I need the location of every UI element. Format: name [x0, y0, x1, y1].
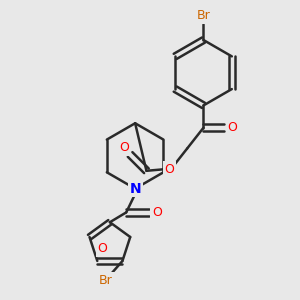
Text: Br: Br — [99, 274, 113, 287]
Text: N: N — [129, 182, 141, 196]
Text: O: O — [164, 163, 174, 176]
Text: Br: Br — [196, 9, 210, 22]
Text: O: O — [119, 141, 129, 154]
Text: O: O — [98, 242, 107, 256]
Text: O: O — [152, 206, 162, 219]
Text: O: O — [228, 121, 238, 134]
